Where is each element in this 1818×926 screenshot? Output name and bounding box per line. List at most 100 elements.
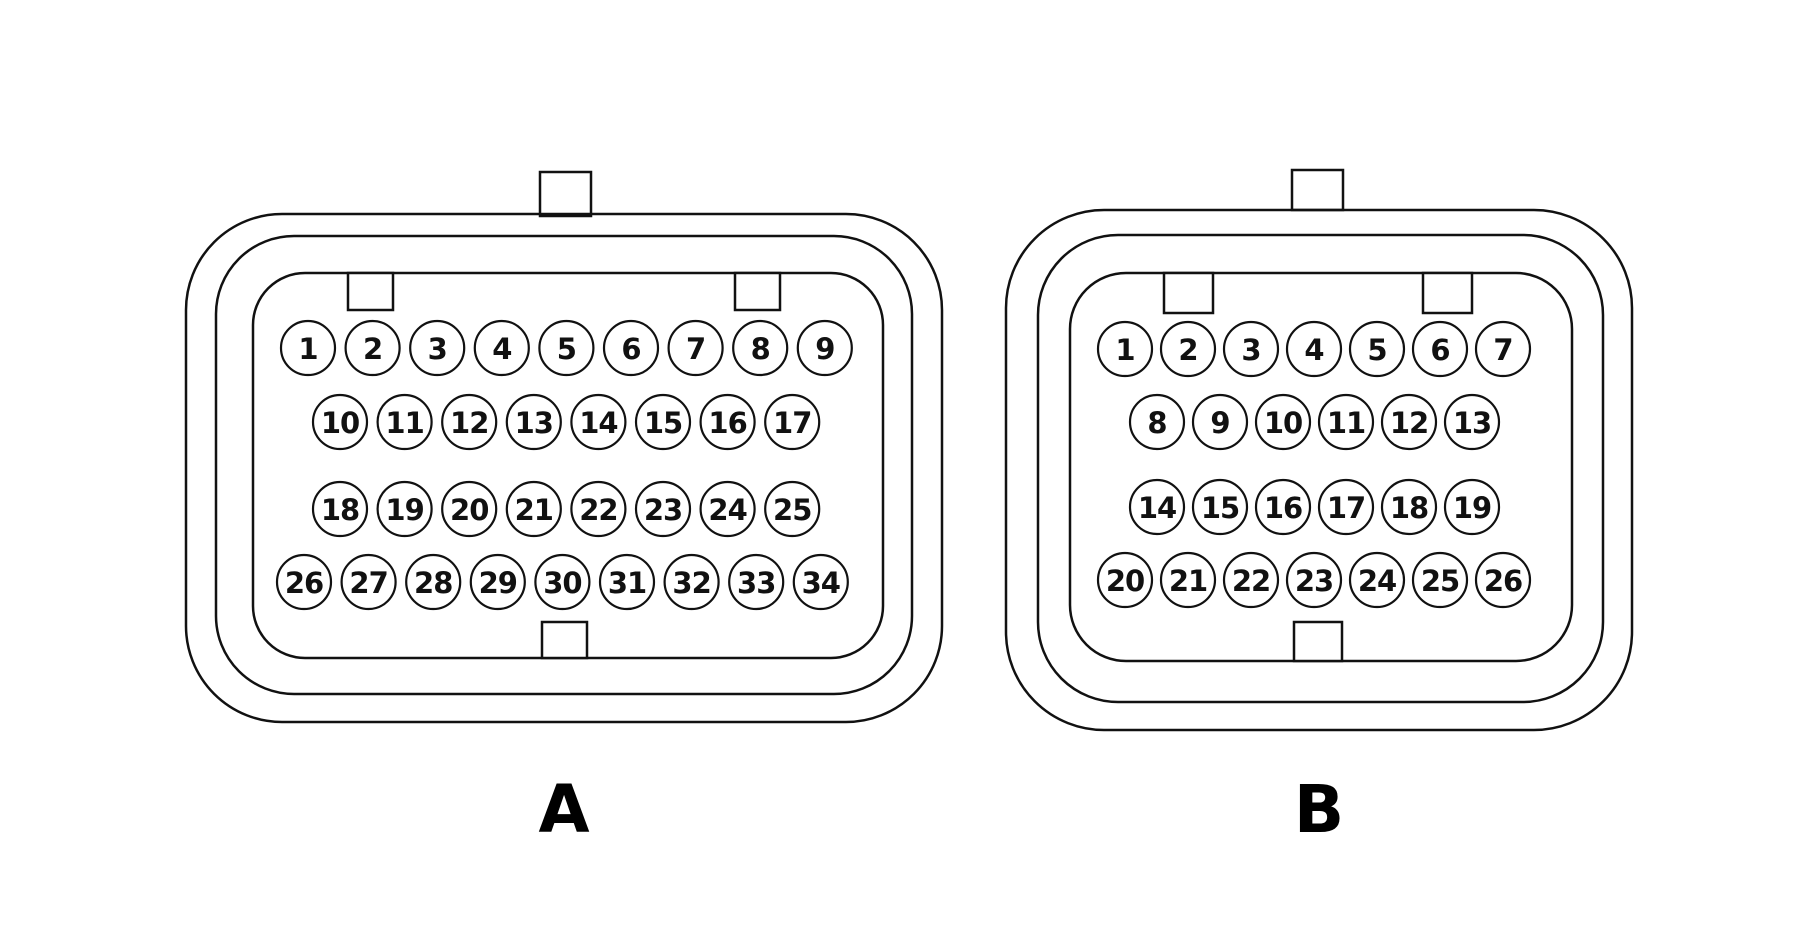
pin-number: 2 bbox=[363, 332, 382, 366]
pin-circle bbox=[1222, 551, 1280, 609]
connector-b-pin-19: 19 bbox=[1443, 478, 1501, 536]
pin-circle bbox=[279, 319, 337, 377]
connector-b-latch-right bbox=[1421, 271, 1474, 315]
connector-b-outer-shell bbox=[1004, 208, 1634, 732]
pin-number: 28 bbox=[414, 566, 452, 600]
connector-a-pin-6: 6 bbox=[602, 319, 660, 377]
pin-circle bbox=[1285, 320, 1343, 378]
pin-number: 22 bbox=[1232, 564, 1270, 598]
connector-a-latch-right bbox=[733, 271, 782, 312]
connector-b-pin-8: 8 bbox=[1128, 393, 1186, 451]
connector-b-pin-12: 12 bbox=[1380, 393, 1438, 451]
connector-a-pin-21: 21 bbox=[505, 480, 562, 538]
connector-a-middle-shell bbox=[214, 234, 914, 696]
connector-a-pin-28: 28 bbox=[405, 553, 462, 611]
pin-circle bbox=[1317, 393, 1375, 451]
pin-circle bbox=[275, 553, 333, 611]
pin-circle bbox=[1096, 551, 1154, 609]
pin-circle bbox=[1254, 393, 1312, 451]
pin-circle bbox=[792, 553, 849, 611]
pin-number: 15 bbox=[1201, 491, 1239, 525]
pin-circle bbox=[1380, 393, 1438, 451]
connector-b-pin-13: 13 bbox=[1443, 393, 1501, 451]
connector-b-top-key bbox=[1290, 168, 1345, 212]
pin-circle bbox=[570, 480, 627, 538]
connector-b-pin-15: 15 bbox=[1191, 478, 1249, 536]
connector-a-pin-32: 32 bbox=[663, 553, 720, 611]
connector-b-latch-left bbox=[1162, 271, 1215, 315]
pin-number: 10 bbox=[1264, 406, 1302, 440]
pin-number: 9 bbox=[815, 332, 834, 366]
pin-number: 10 bbox=[321, 406, 359, 440]
connector-a-pin-30: 30 bbox=[534, 553, 591, 611]
pin-circle bbox=[732, 319, 789, 377]
connector-a-pin-12: 12 bbox=[441, 393, 498, 451]
pin-circle bbox=[311, 480, 369, 538]
connector-b-pin-5: 5 bbox=[1348, 320, 1406, 378]
pin-number: 25 bbox=[1421, 564, 1459, 598]
connector-a-pin-10: 10 bbox=[311, 393, 369, 451]
connector-a-pin-11: 11 bbox=[376, 393, 433, 451]
connector-b-label: B bbox=[1294, 771, 1344, 848]
connector-b-pin-20: 20 bbox=[1096, 551, 1154, 609]
pin-circle bbox=[344, 319, 401, 377]
connector-b-pin-14: 14 bbox=[1128, 478, 1186, 536]
pin-circle bbox=[1474, 320, 1532, 378]
pin-number: 33 bbox=[737, 566, 775, 600]
connector-a-pin-8: 8 bbox=[732, 319, 789, 377]
pin-number: 11 bbox=[1327, 406, 1365, 440]
pin-circle bbox=[1191, 393, 1249, 451]
pin-circle bbox=[1443, 478, 1501, 536]
connector-a-pin-17: 17 bbox=[764, 393, 821, 451]
connector-a-pin-5: 5 bbox=[538, 319, 595, 377]
pin-number: 11 bbox=[385, 406, 423, 440]
pin-number: 30 bbox=[543, 566, 581, 600]
pin-circle bbox=[1411, 320, 1469, 378]
pin-circle bbox=[505, 393, 562, 451]
pin-number: 22 bbox=[579, 493, 617, 527]
pin-circle bbox=[376, 393, 433, 451]
pin-circle bbox=[311, 393, 369, 451]
pin-circle bbox=[602, 319, 660, 377]
pin-number: 6 bbox=[621, 332, 640, 366]
pin-number: 25 bbox=[773, 493, 811, 527]
pin-number: 21 bbox=[515, 493, 553, 527]
pin-number: 8 bbox=[751, 332, 770, 366]
pin-number: 31 bbox=[608, 566, 646, 600]
pin-circle bbox=[534, 553, 591, 611]
connector-b-pin-4: 4 bbox=[1285, 320, 1343, 378]
pin-circle bbox=[764, 480, 821, 538]
connector-a-pin-3: 3 bbox=[409, 319, 466, 377]
pin-circle bbox=[538, 319, 595, 377]
pin-number: 6 bbox=[1430, 333, 1449, 367]
pin-number: 23 bbox=[1295, 564, 1333, 598]
pin-number: 4 bbox=[492, 332, 511, 366]
pin-circle bbox=[1285, 551, 1343, 609]
pin-number: 16 bbox=[1264, 491, 1302, 525]
pin-number: 19 bbox=[1453, 491, 1491, 525]
connector-b-pin-22: 22 bbox=[1222, 551, 1280, 609]
connector-b-middle-shell bbox=[1036, 233, 1605, 704]
pin-number: 18 bbox=[1390, 491, 1428, 525]
pin-number: 24 bbox=[1358, 564, 1396, 598]
connector-a-pin-19: 19 bbox=[376, 480, 433, 538]
connector-b-pin-24: 24 bbox=[1348, 551, 1406, 609]
pin-circle bbox=[409, 319, 466, 377]
connector-b-pin-11: 11 bbox=[1317, 393, 1375, 451]
pin-number: 8 bbox=[1147, 406, 1166, 440]
connector-b-pin-17: 17 bbox=[1317, 478, 1375, 536]
pin-circle bbox=[469, 553, 526, 611]
connector-a-pin-14: 14 bbox=[570, 393, 627, 451]
pin-number: 16 bbox=[708, 406, 746, 440]
pin-number: 34 bbox=[802, 566, 840, 600]
connector-a-latch-left bbox=[346, 271, 395, 312]
pin-number: 5 bbox=[1367, 333, 1386, 367]
pin-number: 27 bbox=[349, 566, 387, 600]
pin-circle bbox=[1191, 478, 1249, 536]
pin-number: 20 bbox=[450, 493, 488, 527]
